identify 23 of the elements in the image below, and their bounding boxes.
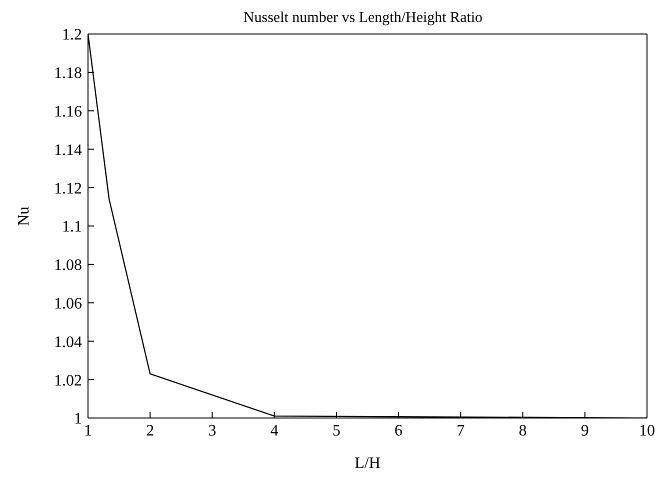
y-tick-label: 1.04 xyxy=(54,334,82,351)
y-tick-label: 1.14 xyxy=(54,142,82,159)
y-axis-title: Nu xyxy=(16,206,33,226)
x-tick-label: 9 xyxy=(580,422,589,440)
y-tick-label: 1.16 xyxy=(54,103,82,120)
y-tick-label: 1 xyxy=(74,410,82,428)
x-tick-label: 8 xyxy=(518,422,527,440)
chart-title: Nusselt number vs Length/Height Ratio xyxy=(242,10,484,27)
y-tick-label: 1.06 xyxy=(54,295,82,312)
x-tick-label: 3 xyxy=(208,422,216,440)
y-tick-label: 1.12 xyxy=(54,180,82,198)
x-axis-title: L/H xyxy=(354,455,381,472)
y-tick-label: 1.02 xyxy=(54,372,82,390)
x-tick-label: 7 xyxy=(456,422,465,440)
x-tick-label: 4 xyxy=(270,422,278,440)
x-tick-label: 2 xyxy=(146,422,154,440)
y-tick-label: 1.08 xyxy=(54,257,82,274)
y-tick-label: 1.18 xyxy=(54,65,82,82)
x-tick-label: 5 xyxy=(332,422,340,440)
y-tick-label: 1.2 xyxy=(62,26,82,44)
x-tick-label: 10 xyxy=(639,422,655,440)
y-tick-label: 1.1 xyxy=(62,218,82,236)
x-tick-label: 6 xyxy=(394,422,403,440)
